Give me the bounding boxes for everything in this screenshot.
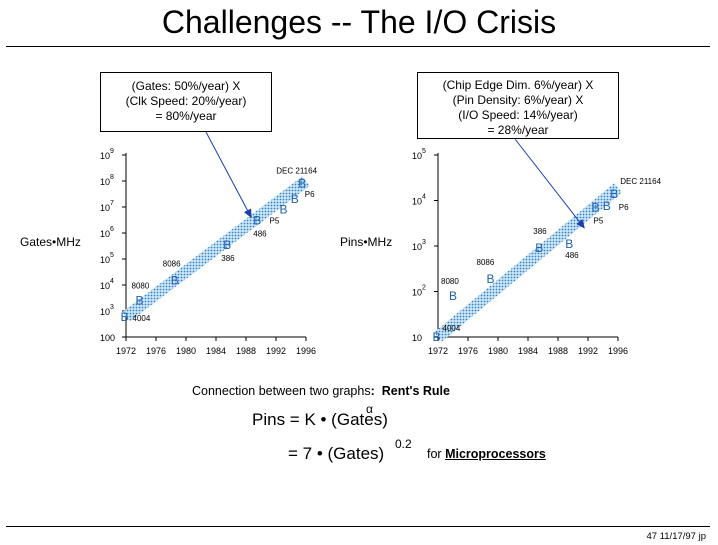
data-point-marker: B	[591, 201, 599, 215]
callout-arrows	[205, 131, 585, 229]
pins-mhz-chart: 1972 1976 1980 1984 1988 1992 1996 10 102 103 104 1…	[340, 148, 662, 356]
trend-band	[434, 183, 622, 342]
gates-mhz-chart: 1972 1976 1980 1984 1988 1992 1996 100 103 104 105…	[20, 148, 318, 356]
data-point-marker: B	[432, 330, 440, 344]
callout-line: = 28%/year	[487, 123, 549, 137]
x-tick-label: 1996	[608, 346, 628, 356]
data-point-marker: B	[535, 241, 543, 255]
data-point-marker: B	[298, 177, 306, 191]
callout-line: (Gates: 50%/year) X	[131, 79, 241, 93]
data-point-label: 8080	[441, 277, 459, 286]
top-divider	[6, 46, 710, 47]
y-tick-label: 104	[100, 278, 114, 291]
intro-text: Connection between two graphs	[192, 384, 371, 398]
x-tick-label: 1988	[236, 346, 256, 356]
trend-band	[122, 176, 310, 322]
y-tick-label: 104	[412, 194, 426, 207]
callout-line: (Clk Speed: 20%/year)	[125, 94, 247, 108]
callout-line: (Chip Edge Dim. 6%/year) X	[442, 78, 594, 92]
y-tick-label: 103	[412, 239, 426, 252]
y-tick-label: 109	[100, 148, 114, 161]
callout-arrow-left	[205, 131, 252, 219]
data-point-marker: B	[565, 237, 573, 251]
equation-note: for Microprocessors	[427, 447, 546, 461]
data-point-marker: B	[610, 187, 618, 201]
data-point-marker: B	[291, 192, 299, 206]
equation-specific: = 7 • (Gates)	[288, 444, 385, 463]
y-axis-title: Pins•MHz	[340, 235, 392, 249]
data-point-label: P5	[594, 217, 604, 226]
x-tick-label: 1980	[488, 346, 508, 356]
y-tick-label: 106	[100, 226, 114, 239]
page-number: 47 11/17/97 jp	[646, 531, 706, 542]
y-tick-label: 108	[100, 174, 114, 187]
data-point-label: P5	[270, 217, 280, 226]
callout-arrow-right	[514, 138, 585, 229]
data-point-marker: B	[135, 294, 143, 308]
x-tick-label: 1996	[296, 346, 316, 356]
pins-growth-callout: (Chip Edge Dim. 6%/year) X (Pin Density:…	[417, 72, 619, 139]
equation-exponent-value: 0.2	[395, 437, 412, 451]
y-tick-label: 107	[100, 200, 114, 213]
data-point-marker: B	[120, 310, 128, 324]
data-point-label: 8086	[163, 259, 181, 268]
data-point-label: 486	[253, 230, 267, 239]
data-point-label: DEC 21164	[276, 167, 317, 176]
data-point-label: 386	[533, 227, 547, 236]
y-tick-label: 10	[412, 333, 422, 343]
callout-line: = 80%/year	[155, 109, 217, 123]
data-point-label: DEC 21164	[620, 177, 661, 186]
callout-line: (I/O Speed: 14%/year)	[458, 108, 578, 122]
rents-rule-intro: Connection between two graphs: Rent's Ru…	[192, 384, 450, 398]
x-tick-label: 1992	[266, 346, 286, 356]
y-tick-label: 105	[100, 252, 114, 265]
equation-general: Pins = K • (Gates)	[252, 410, 388, 429]
x-tick-label: 1988	[548, 346, 568, 356]
data-point-marker: B	[253, 214, 261, 228]
y-tick-label: 105	[412, 148, 426, 161]
data-point-label: 386	[221, 254, 235, 263]
y-axis-title: Gates•MHz	[20, 235, 81, 249]
bottom-divider	[6, 526, 710, 527]
intro-colon: :	[370, 384, 375, 398]
y-tick-label: 103	[100, 304, 114, 317]
data-point-marker: B	[603, 199, 611, 213]
y-tick-label: 100	[100, 333, 115, 343]
x-tick-label: 1976	[146, 346, 166, 356]
x-tick-label: 1984	[206, 346, 226, 356]
x-tick-label: 1972	[116, 346, 136, 356]
data-point-label: 486	[565, 251, 579, 260]
data-point-marker: B	[223, 238, 231, 252]
data-point-label: 4004	[133, 314, 151, 323]
slide-title: Challenges -- The I/O Crisis	[161, 4, 557, 40]
data-point-label: 8086	[477, 258, 495, 267]
x-tick-label: 1992	[578, 346, 598, 356]
note-microprocessors: Microprocessors	[445, 447, 546, 461]
data-point-label: P6	[305, 190, 315, 199]
x-tick-label: 1984	[518, 346, 538, 356]
note-prefix: for	[427, 447, 442, 461]
data-point-label: P6	[619, 203, 629, 212]
data-point-marker: B	[171, 273, 179, 287]
y-tick-label: 102	[412, 285, 426, 298]
rents-rule-name: Rent's Rule	[381, 384, 450, 398]
equation-exponent-alpha: α	[366, 402, 373, 416]
x-tick-label: 1972	[428, 346, 448, 356]
gates-growth-callout: (Gates: 50%/year) X (Clk Speed: 20%/year…	[100, 72, 272, 132]
callout-line: (Pin Density: 6%/year) X	[452, 93, 584, 107]
data-point-marker: B	[279, 203, 287, 217]
data-point-label: 8080	[132, 282, 150, 291]
data-point-marker: B	[449, 289, 457, 303]
data-point-marker: B	[486, 272, 494, 286]
x-tick-label: 1980	[176, 346, 196, 356]
data-point-label: 4004	[443, 324, 461, 333]
x-tick-label: 1976	[458, 346, 478, 356]
